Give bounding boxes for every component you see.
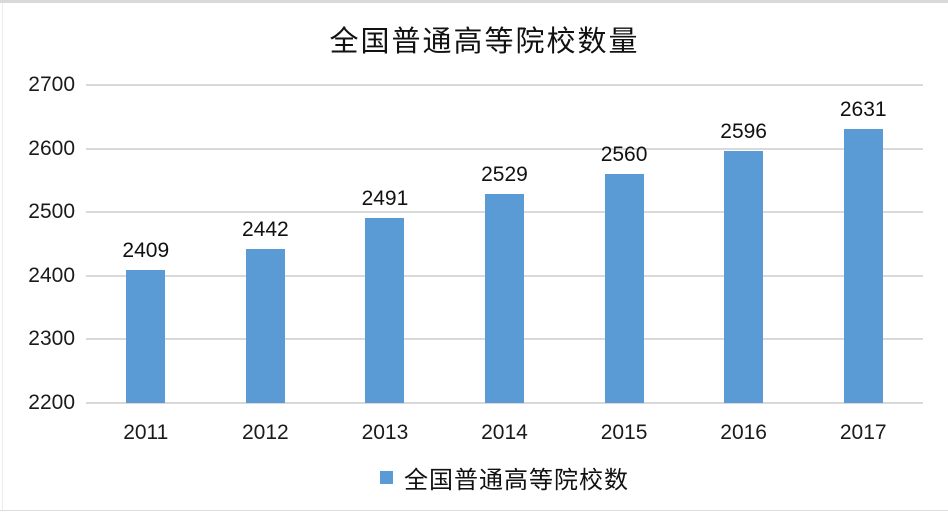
frame-left-border [2, 3, 3, 511]
bar-slot: 2631 [803, 85, 923, 403]
bar-data-label: 2529 [481, 162, 528, 186]
bar [604, 174, 644, 403]
y-tick-label: 2300 [28, 327, 75, 351]
bar [365, 217, 405, 403]
y-tick-label: 2700 [28, 73, 75, 96]
bar-data-label: 2596 [720, 120, 767, 144]
bar [843, 128, 883, 403]
bar-slot: 2442 [206, 85, 326, 403]
bar-slot: 2409 [86, 85, 206, 403]
bar-data-label: 2560 [600, 143, 648, 167]
bar [245, 249, 285, 403]
bar-data-label: 2409 [122, 239, 170, 263]
legend-swatch-icon [380, 471, 393, 484]
y-tick-label: 2600 [28, 136, 75, 160]
gridline [86, 402, 923, 404]
legend: 全国普通高等院校数 [86, 460, 923, 495]
x-tick-label: 2015 [600, 421, 648, 444]
chart-title: 全国普通高等院校数量 [329, 24, 640, 58]
y-axis: 2200 2300 2400 2500 2600 2700 [0, 73, 75, 414]
x-tick-label: 2017 [839, 421, 887, 444]
bar-data-label: 2631 [839, 97, 887, 121]
bar [724, 151, 764, 403]
bar-slot: 2596 [684, 85, 804, 403]
bar-slot: 2529 [445, 85, 565, 403]
bar [126, 270, 166, 403]
x-axis: 2011 2012 2013 2014 2015 2016 2017 [86, 419, 923, 449]
x-tick-label: 2011 [123, 421, 169, 444]
frame-top-border [0, 0, 948, 3]
y-tick-label: 2400 [28, 263, 75, 287]
x-tick-label: 2012 [241, 421, 289, 444]
frame-bottom-border [0, 510, 948, 511]
bar-data-label: 2442 [241, 218, 289, 242]
x-tick-label: 2013 [361, 421, 409, 444]
gridline [86, 147, 923, 150]
bar-slot: 2491 [325, 85, 445, 403]
y-tick-label: 2500 [28, 200, 75, 224]
x-tick-label: 2016 [720, 421, 767, 444]
bar-data-label: 2491 [361, 186, 409, 210]
plot-area: 2409 2442 2491 2529 2560 2596 2631 [86, 84, 923, 404]
gridline [86, 84, 923, 86]
x-tick-label: 2014 [481, 421, 528, 444]
bar-slot: 2560 [564, 85, 684, 403]
y-tick-label: 2200 [28, 391, 75, 414]
legend-label: 全国普通高等院校数 [404, 466, 629, 494]
bar [484, 193, 524, 403]
